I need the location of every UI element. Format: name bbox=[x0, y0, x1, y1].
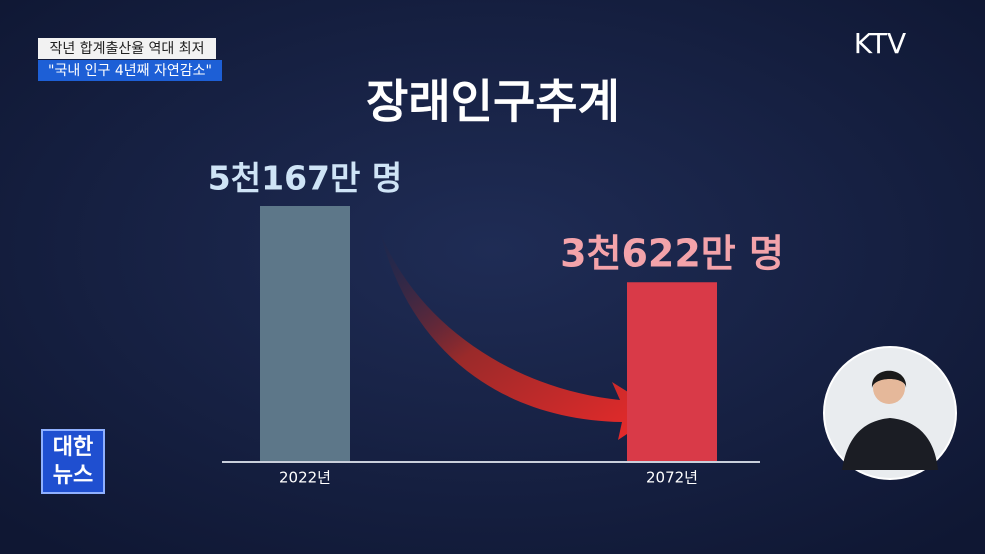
channel-logo: KTV bbox=[854, 27, 906, 60]
x-tick-label: 2022년 bbox=[279, 469, 331, 487]
program-logo bbox=[41, 429, 105, 494]
interpreter-body bbox=[842, 418, 938, 470]
sign-interpreter bbox=[823, 346, 957, 480]
caption-box bbox=[38, 38, 216, 59]
chart-title: 장래인구추계 bbox=[366, 75, 620, 129]
value-label: 5천167만 명 bbox=[208, 159, 402, 198]
x-tick-label: 2072년 bbox=[646, 469, 698, 487]
program-logo-text: 대한 bbox=[53, 435, 93, 460]
value-label: 3천622만 명 bbox=[560, 232, 784, 276]
program-logo-text: 뉴스 bbox=[53, 463, 93, 488]
caption: 작년 합계출산율 역대 최저 bbox=[49, 41, 204, 57]
bar bbox=[260, 206, 350, 461]
interpreter-hair bbox=[871, 370, 907, 388]
bar bbox=[627, 282, 717, 461]
caption: "국내 인구 4년째 자연감소" bbox=[48, 63, 212, 79]
caption-box bbox=[38, 60, 222, 81]
